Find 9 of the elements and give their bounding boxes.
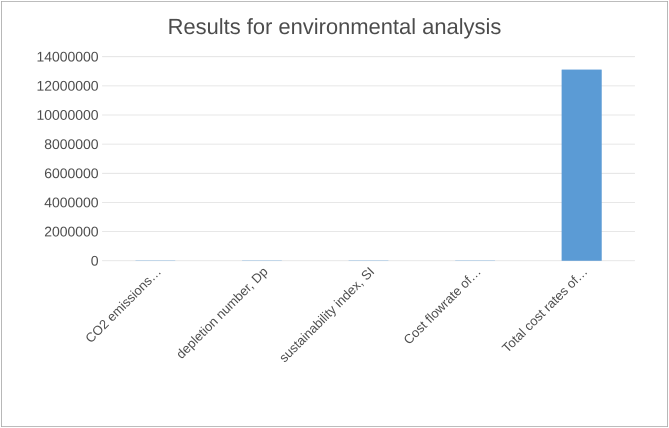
y-tick-label: 6000000 <box>44 168 98 178</box>
y-tick-label: 8000000 <box>44 139 98 150</box>
y-tick-label: 12000000 <box>38 80 98 91</box>
y-tick-label: 0 <box>91 256 98 266</box>
chart-title: Results for environmental analysis <box>169 18 501 39</box>
y-tick-label: 14000000 <box>38 52 98 62</box>
y-tick-label: 4000000 <box>44 198 98 208</box>
y-tick-label: 2000000 <box>44 226 98 237</box>
y-tick-label: 10000000 <box>38 110 98 120</box>
